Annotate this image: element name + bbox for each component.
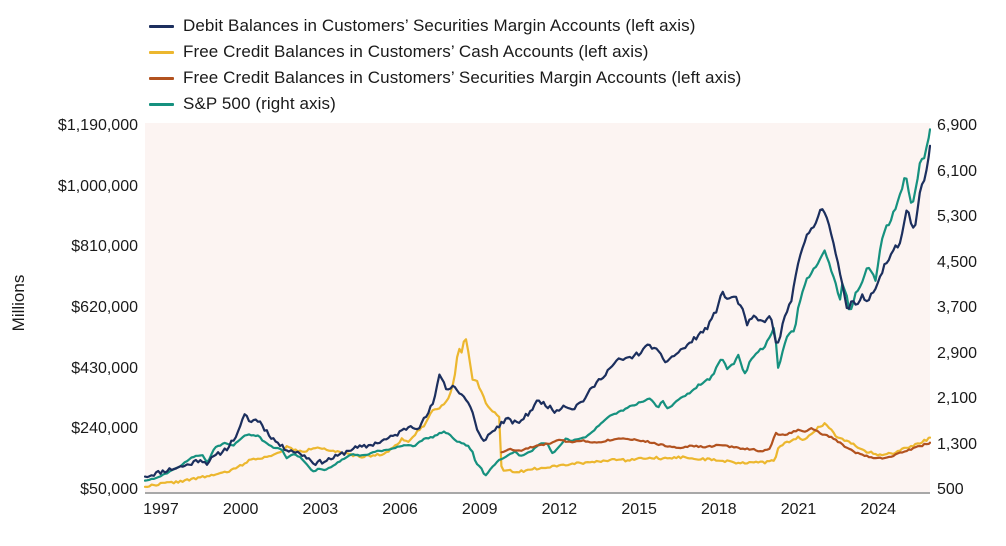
- legend-item: Free Credit Balances in Customers’ Secur…: [149, 65, 741, 91]
- left-tick-label: $240,000: [71, 420, 138, 438]
- right-tick-label: 4,500: [937, 253, 978, 271]
- right-tick-label: 500: [937, 481, 964, 498]
- legend-label: Free Credit Balances in Customers’ Cash …: [183, 42, 649, 61]
- legend-swatch-line: [149, 102, 174, 106]
- legend: Debit Balances in Customers’ Securities …: [149, 13, 741, 117]
- left-tick-label: $430,000: [71, 359, 138, 377]
- x-tick-label: 2012: [541, 501, 578, 518]
- left-tick-label: $810,000: [71, 238, 138, 256]
- x-tick-label: 1997: [143, 501, 179, 518]
- legend-item: S&P 500 (right axis): [149, 91, 741, 117]
- left-tick-label: $1,190,000: [57, 117, 138, 134]
- legend-item: Free Credit Balances in Customers’ Cash …: [149, 39, 741, 65]
- legend-swatch-line: [149, 76, 174, 80]
- legend-swatch-line: [149, 50, 174, 54]
- x-tick-label: 2000: [222, 501, 259, 518]
- x-tick-label: 2003: [302, 501, 339, 518]
- legend-item: Debit Balances in Customers’ Securities …: [149, 13, 741, 39]
- right-tick-label: 1,300: [937, 435, 978, 453]
- left-tick-label: $1,000,000: [57, 177, 138, 195]
- plot-background: [145, 123, 930, 493]
- right-tick-label: 2,900: [937, 344, 978, 362]
- legend-label: Free Credit Balances in Customers’ Secur…: [183, 68, 742, 87]
- right-tick-label: 3,700: [937, 299, 978, 316]
- debit-margin-line: [144, 144, 931, 479]
- legend-swatch-line: [149, 24, 174, 28]
- left-axis-title: Millions: [9, 274, 28, 332]
- x-tick-label: 2006: [382, 501, 418, 518]
- right-tick-label: 6,100: [937, 162, 978, 180]
- left-tick-label: $620,000: [71, 299, 138, 316]
- right-tick-label: 6,900: [937, 117, 978, 134]
- right-tick-label: 2,100: [937, 390, 978, 407]
- left-tick-label: $50,000: [80, 481, 138, 498]
- x-tick-label: 2018: [701, 501, 737, 518]
- x-tick-label: 2009: [461, 501, 498, 518]
- x-tick-label: 2021: [780, 501, 817, 518]
- right-tick-label: 5,300: [937, 208, 978, 225]
- x-tick-label: 2024: [860, 501, 896, 518]
- legend-label: Debit Balances in Customers’ Securities …: [183, 16, 696, 35]
- free-credit-margin-line: [500, 427, 931, 460]
- x-tick-label: 2015: [621, 501, 657, 518]
- legend-label: S&P 500 (right axis): [183, 94, 336, 113]
- free-credit-cash-line: [144, 338, 931, 488]
